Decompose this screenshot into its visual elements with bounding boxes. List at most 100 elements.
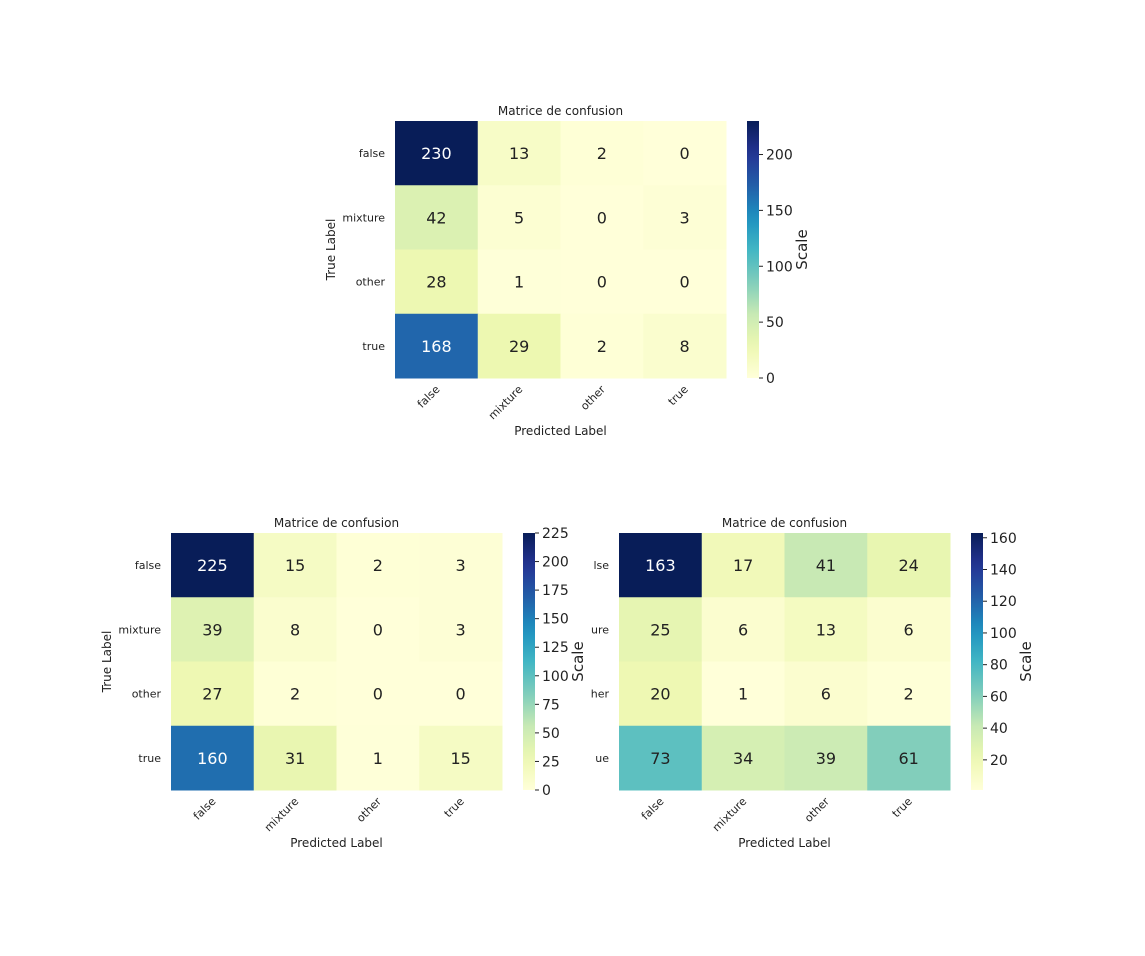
x-tick-label: other [354,795,384,825]
colorbar-label: Scale [793,229,811,269]
heatmap-cell [336,661,420,727]
cell-value-label: 6 [904,620,914,639]
colorbar-tick-label: 150 [766,203,793,219]
y-tick-label: false [359,147,385,160]
heatmap-cell [560,249,644,315]
y-tick-label: ure [591,623,609,636]
cell-value-label: 163 [645,556,676,575]
colorbar-tick-label: 140 [990,562,1017,578]
cell-value-label: 73 [650,749,670,768]
heatmap-cell [867,533,951,598]
cell-value-label: 24 [898,556,918,575]
heatmap-cell [784,725,868,791]
x-axis-label: Predicted Label [290,836,383,850]
x-tick-label: true [442,795,467,820]
heatmap-cell [419,725,503,791]
colorbar-tick-label: 160 [990,531,1017,547]
y-tick-label: false [135,559,161,572]
heatmap-cell [395,313,479,379]
cell-value-label: 6 [738,620,748,639]
heatmap-cell [477,313,561,379]
colorbar-tick-label: 25 [542,754,560,770]
heatmap-cell [701,533,785,598]
heatmap-cell [419,661,503,727]
colorbar-tick-label: 175 [542,583,569,599]
heatmap-cell [171,661,255,727]
x-tick-label: false [415,383,443,411]
colorbar-tick-label: 50 [542,726,560,742]
heatmap-cell [171,725,255,791]
heatmap-cell [867,661,951,727]
heatmap-cell [395,249,479,315]
heatmap-cell [477,249,561,315]
heatmap-cell [867,725,951,791]
cell-value-label: 39 [816,749,836,768]
heatmap-cell [784,597,868,662]
x-tick-label: mixture [486,383,525,422]
cell-value-label: 3 [680,208,690,227]
heatmap-cell [477,121,561,186]
cell-value-label: 2 [290,685,300,704]
y-tick-label: mixture [342,211,385,224]
heatmap-cell [560,121,644,186]
heatmap-cell [171,533,255,598]
heatmap-cell [619,533,703,598]
colorbar-tick-label: 75 [542,697,560,713]
cell-value-label: 3 [456,556,466,575]
heatmap-cell [867,597,951,662]
colorbar-tick-label: 120 [990,594,1017,610]
cell-value-label: 8 [680,337,690,356]
heatmap-cell [253,533,337,598]
colorbar-tick-label: 0 [766,371,775,387]
cell-value-label: 1 [514,273,524,292]
colorbar-label: Scale [569,641,587,681]
heatmap-cell [336,725,420,791]
chart-title: Matrice de confusion [498,104,623,118]
heatmap-cell [253,597,337,662]
colorbar [747,121,759,378]
cell-value-label: 31 [285,749,305,768]
cell-value-label: 6 [821,685,831,704]
cell-value-label: 5 [514,208,524,227]
heatmap-cell [336,533,420,598]
heatmap-cell [784,533,868,598]
cell-value-label: 25 [650,620,670,639]
colorbar-tick-label: 125 [542,640,569,656]
x-tick-label: other [578,383,608,413]
heatmap-cell [619,661,703,727]
colorbar-tick-label: 200 [542,555,569,571]
colorbar-tick-label: 50 [766,315,784,331]
colorbar-tick-label: 80 [990,658,1008,674]
heatmap-cell [395,185,479,250]
colorbar-label: Scale [1017,641,1035,681]
heatmap-cell [619,597,703,662]
cell-value-label: 0 [680,273,690,292]
heatmap-cell [643,313,727,379]
heatmap-cell [253,661,337,727]
chart-title: Matrice de confusion [722,516,847,530]
heatmap-cell [560,313,644,379]
heatmap-cell [784,661,868,727]
y-tick-label: lse [593,559,609,572]
colorbar-tick-label: 60 [990,689,1008,705]
cell-value-label: 17 [733,556,753,575]
y-tick-label: mixture [118,623,161,636]
colorbar-tick-label: 225 [542,526,569,542]
x-axis-label: Predicted Label [738,836,831,850]
y-axis-label: True Label [324,219,338,282]
y-axis-label: True Label [100,631,114,694]
x-tick-label: false [639,795,667,823]
cell-value-label: 0 [597,208,607,227]
cell-value-label: 225 [197,556,228,575]
heatmap-cell [701,725,785,791]
heatmap-cell [643,121,727,186]
x-tick-label: true [890,795,915,820]
cell-value-label: 2 [597,337,607,356]
heatmap-cell [701,597,785,662]
heatmap-3: Matrice de confusion 163 17 41 24 25 6 13 6 20 1 6 2… [591,516,1035,850]
heatmap-cell [560,185,644,250]
cell-value-label: 13 [816,620,836,639]
